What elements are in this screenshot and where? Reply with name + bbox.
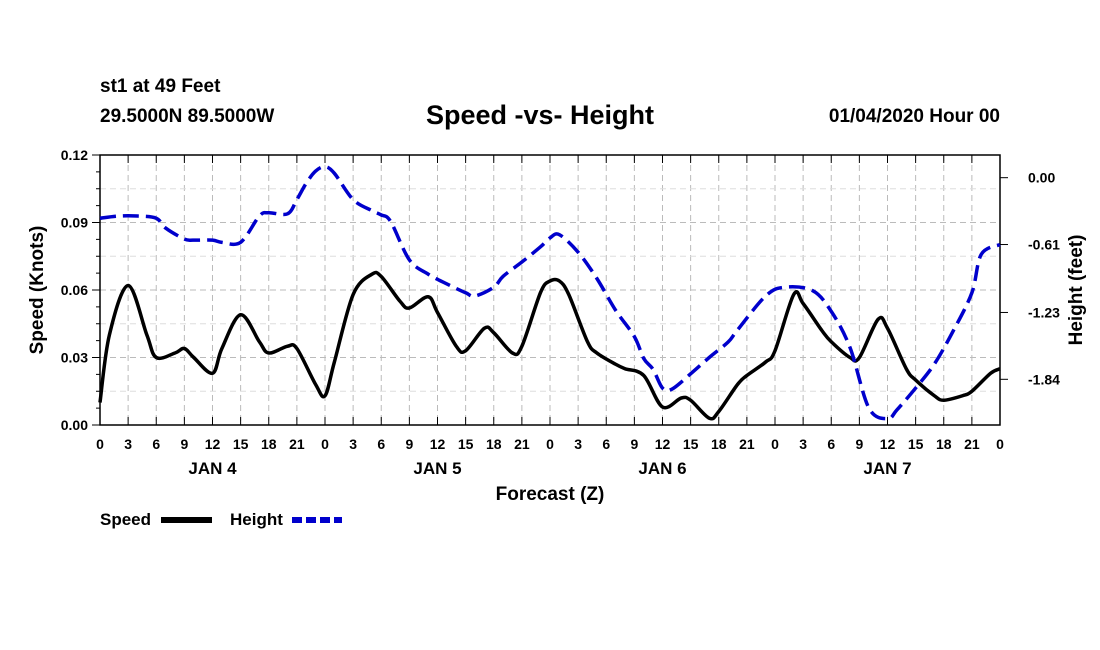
x-tick-label: 0: [546, 436, 554, 452]
x-tick-label: 15: [683, 436, 699, 452]
x-tick-label: 15: [908, 436, 924, 452]
y2-tick-label: -1.23: [1028, 304, 1060, 320]
grid-lines: [100, 155, 1000, 425]
x-tick-label: 21: [964, 436, 980, 452]
x-tick-label: 12: [880, 436, 896, 452]
x-tick-label: 0: [321, 436, 329, 452]
x-tick-label: 3: [799, 436, 807, 452]
x-tick-label: 18: [486, 436, 502, 452]
x-tick-label: 12: [430, 436, 446, 452]
x-tick-label: 6: [377, 436, 385, 452]
x-tick-label: 9: [630, 436, 638, 452]
day-label: JAN 5: [413, 459, 461, 478]
x-tick-label: 6: [827, 436, 835, 452]
y-tick-label: 0.12: [61, 147, 88, 163]
x-tick-label: 3: [124, 436, 132, 452]
y2-axis-label: Height (feet): [1066, 235, 1087, 346]
x-tick-label: 21: [514, 436, 530, 452]
x-tick-label: 0: [96, 436, 104, 452]
x-tick-label: 12: [205, 436, 221, 452]
legend-label-height: Height: [230, 510, 283, 529]
y2-tick-label: -0.61: [1028, 237, 1060, 253]
x-tick-label: 15: [233, 436, 249, 452]
day-label: JAN 4: [188, 459, 237, 478]
x-axis-label: Forecast (Z): [496, 484, 605, 505]
x-tick-label: 3: [574, 436, 582, 452]
axis-ticks: 0 3 6 9 12 15 18 21 0 3 6 9 12 15 18 21 0 3 6 9 12 15 18 21 0 3 6 9…: [61, 147, 1060, 478]
x-tick-label: 3: [349, 436, 357, 452]
x-tick-label: 0: [996, 436, 1004, 452]
y-tick-label: 0.06: [61, 282, 88, 298]
day-label: JAN 6: [638, 459, 686, 478]
y2-tick-label: -1.84: [1028, 371, 1060, 387]
x-tick-label: 18: [711, 436, 727, 452]
y-axis-label: Speed (Knots): [27, 226, 48, 355]
legend-label-speed: Speed: [100, 510, 151, 529]
x-tick-label: 21: [739, 436, 755, 452]
x-tick-label: 21: [289, 436, 305, 452]
x-tick-label: 6: [602, 436, 610, 452]
chart-title: Speed -vs- Height: [426, 100, 655, 130]
day-label: JAN 7: [863, 459, 911, 478]
x-tick-label: 12: [655, 436, 671, 452]
y-tick-label: 0.09: [61, 215, 88, 231]
station-label: st1 at 49 Feet: [100, 76, 221, 97]
series-line-height: [99, 164, 1001, 421]
y-tick-label: 0.03: [61, 350, 88, 366]
forecast-datetime: 01/04/2020 Hour 00: [828, 106, 1000, 127]
legend: Speed Height: [100, 510, 342, 529]
x-tick-label: 18: [261, 436, 277, 452]
x-tick-label: 9: [180, 436, 188, 452]
x-tick-label: 15: [458, 436, 474, 452]
y-tick-label: 0.00: [61, 417, 88, 433]
coordinates-label: 29.5000N 89.5000W: [100, 106, 275, 127]
x-tick-label: 18: [936, 436, 952, 452]
x-tick-label: 9: [405, 436, 413, 452]
x-tick-label: 9: [855, 436, 863, 452]
series-lines: [98, 164, 1001, 421]
x-tick-label: 6: [152, 436, 160, 452]
x-tick-label: 0: [771, 436, 779, 452]
y2-tick-label: 0.00: [1028, 170, 1055, 186]
